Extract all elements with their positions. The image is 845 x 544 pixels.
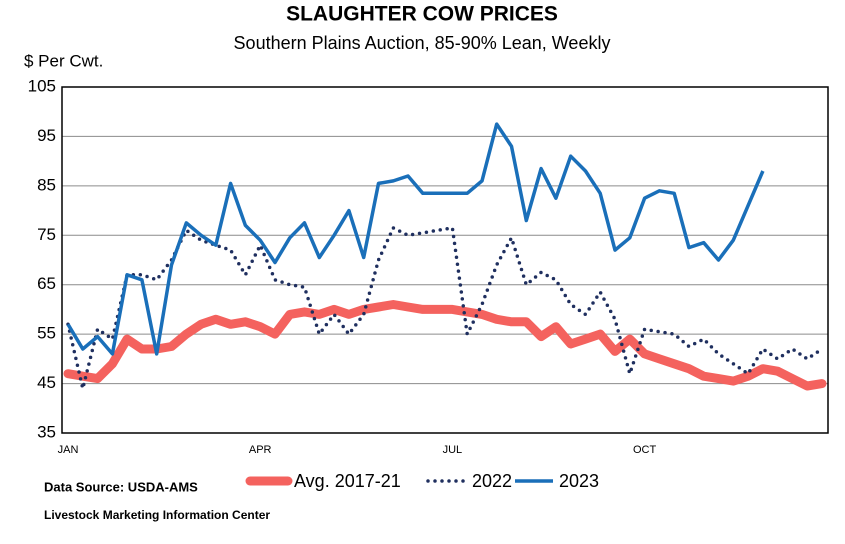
series-line	[63, 300, 827, 391]
x-tick-label: JUL	[443, 444, 463, 456]
x-tick-label: APR	[249, 444, 272, 456]
y-tick-label: 95	[37, 126, 56, 145]
legend-label: 2022	[472, 471, 512, 491]
y-tick-label: 105	[28, 76, 56, 95]
y-tick-label: 55	[37, 324, 56, 343]
credit: Livestock Marketing Information Center	[44, 508, 270, 522]
plot-border	[61, 86, 829, 434]
source: Data Source: USDA-AMS	[44, 479, 198, 494]
series-line	[66, 225, 824, 389]
chart-title: SLAUGHTER COW PRICES	[286, 3, 558, 26]
x-tick-label: JAN	[58, 444, 79, 456]
y-tick-label: 45	[37, 373, 56, 392]
chart-subtitle: Southern Plains Auction, 85-90% Lean, We…	[234, 33, 611, 53]
y-tick-label: 65	[37, 274, 56, 293]
y-tick-label: 75	[37, 225, 56, 244]
y-tick-label: 85	[37, 175, 56, 194]
y-axis-label: $ Per Cwt.	[24, 51, 103, 70]
legend-label: Avg. 2017-21	[294, 471, 401, 491]
x-tick-label: OCT	[633, 444, 657, 456]
y-tick-label: 35	[37, 422, 56, 441]
legend-label: 2023	[559, 471, 599, 491]
series-line	[66, 122, 765, 356]
